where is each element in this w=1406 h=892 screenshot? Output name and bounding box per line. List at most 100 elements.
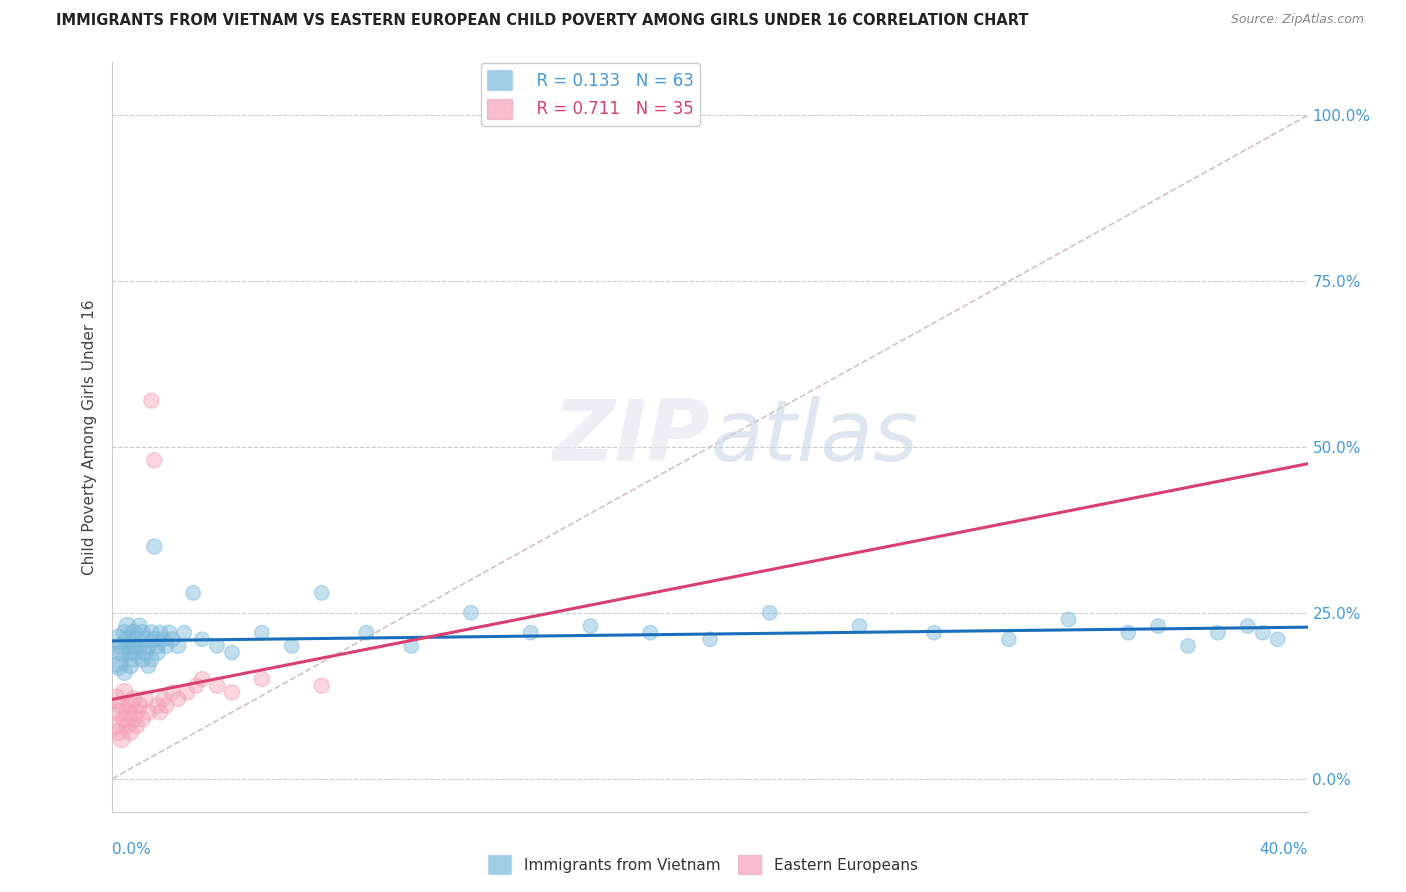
Point xyxy=(107,725,129,739)
Point xyxy=(155,639,177,653)
Point xyxy=(120,646,142,660)
Point xyxy=(205,639,228,653)
Point xyxy=(1057,612,1080,626)
Legend: Immigrants from Vietnam, Eastern Europeans: Immigrants from Vietnam, Eastern Europea… xyxy=(482,849,924,880)
Point xyxy=(128,619,150,633)
Point xyxy=(107,658,129,673)
Point xyxy=(134,646,156,660)
Point xyxy=(460,606,482,620)
Point xyxy=(138,705,160,719)
Point xyxy=(141,393,163,408)
Point xyxy=(146,639,169,653)
Point xyxy=(250,672,273,686)
Point xyxy=(117,705,139,719)
Point xyxy=(1118,625,1140,640)
Point xyxy=(141,652,163,666)
Point xyxy=(110,731,132,746)
Point xyxy=(401,639,423,653)
Point xyxy=(122,639,145,653)
Point xyxy=(1177,639,1199,653)
Point xyxy=(149,705,172,719)
Text: ZIP: ZIP xyxy=(553,395,710,479)
Point xyxy=(162,632,183,647)
Point xyxy=(143,453,166,467)
Point xyxy=(131,625,153,640)
Point xyxy=(173,625,195,640)
Point xyxy=(134,692,156,706)
Point xyxy=(162,685,183,699)
Point xyxy=(143,632,166,647)
Point xyxy=(699,632,721,647)
Point xyxy=(191,672,214,686)
Point xyxy=(176,685,198,699)
Point xyxy=(114,685,135,699)
Point xyxy=(122,692,145,706)
Point xyxy=(125,632,148,647)
Point xyxy=(311,586,333,600)
Point xyxy=(122,625,145,640)
Point xyxy=(110,639,132,653)
Point xyxy=(107,705,129,719)
Point xyxy=(131,712,153,726)
Point xyxy=(117,718,139,732)
Point xyxy=(579,619,602,633)
Point xyxy=(131,652,153,666)
Text: 0.0%: 0.0% xyxy=(112,842,152,856)
Point xyxy=(125,646,148,660)
Text: IMMIGRANTS FROM VIETNAM VS EASTERN EUROPEAN CHILD POVERTY AMONG GIRLS UNDER 16 C: IMMIGRANTS FROM VIETNAM VS EASTERN EUROP… xyxy=(56,13,1029,29)
Point xyxy=(114,625,135,640)
Point xyxy=(167,692,190,706)
Point xyxy=(114,665,135,680)
Legend:   R = 0.133   N = 63,   R = 0.711   N = 35: R = 0.133 N = 63, R = 0.711 N = 35 xyxy=(481,63,700,126)
Point xyxy=(922,625,945,640)
Point xyxy=(205,679,228,693)
Point xyxy=(155,698,177,713)
Point xyxy=(1237,619,1260,633)
Point xyxy=(146,646,169,660)
Point xyxy=(141,625,163,640)
Point xyxy=(104,692,127,706)
Point xyxy=(186,679,208,693)
Point xyxy=(1267,632,1289,647)
Point xyxy=(120,698,142,713)
Point xyxy=(167,639,190,653)
Point xyxy=(356,625,378,640)
Point xyxy=(311,679,333,693)
Point xyxy=(250,625,273,640)
Point xyxy=(221,646,243,660)
Point xyxy=(128,698,150,713)
Point xyxy=(146,698,169,713)
Point xyxy=(152,692,174,706)
Point xyxy=(122,652,145,666)
Y-axis label: Child Poverty Among Girls Under 16: Child Poverty Among Girls Under 16 xyxy=(82,300,97,574)
Point xyxy=(640,625,662,640)
Point xyxy=(191,632,214,647)
Point xyxy=(110,698,132,713)
Point xyxy=(110,646,132,660)
Point xyxy=(520,625,543,640)
Point xyxy=(138,639,160,653)
Point xyxy=(120,725,142,739)
Point xyxy=(759,606,782,620)
Point xyxy=(157,625,180,640)
Point xyxy=(138,658,160,673)
Point xyxy=(134,632,156,647)
Point xyxy=(125,705,148,719)
Point xyxy=(128,639,150,653)
Point xyxy=(104,652,127,666)
Point xyxy=(114,712,135,726)
Point xyxy=(117,619,139,633)
Point xyxy=(1206,625,1229,640)
Point xyxy=(125,718,148,732)
Text: atlas: atlas xyxy=(710,395,918,479)
Point xyxy=(998,632,1021,647)
Text: Source: ZipAtlas.com: Source: ZipAtlas.com xyxy=(1230,13,1364,27)
Point xyxy=(104,718,127,732)
Point xyxy=(181,586,204,600)
Point xyxy=(149,625,172,640)
Point xyxy=(1251,625,1274,640)
Point xyxy=(221,685,243,699)
Point xyxy=(848,619,870,633)
Point xyxy=(107,632,129,647)
Point xyxy=(143,540,166,554)
